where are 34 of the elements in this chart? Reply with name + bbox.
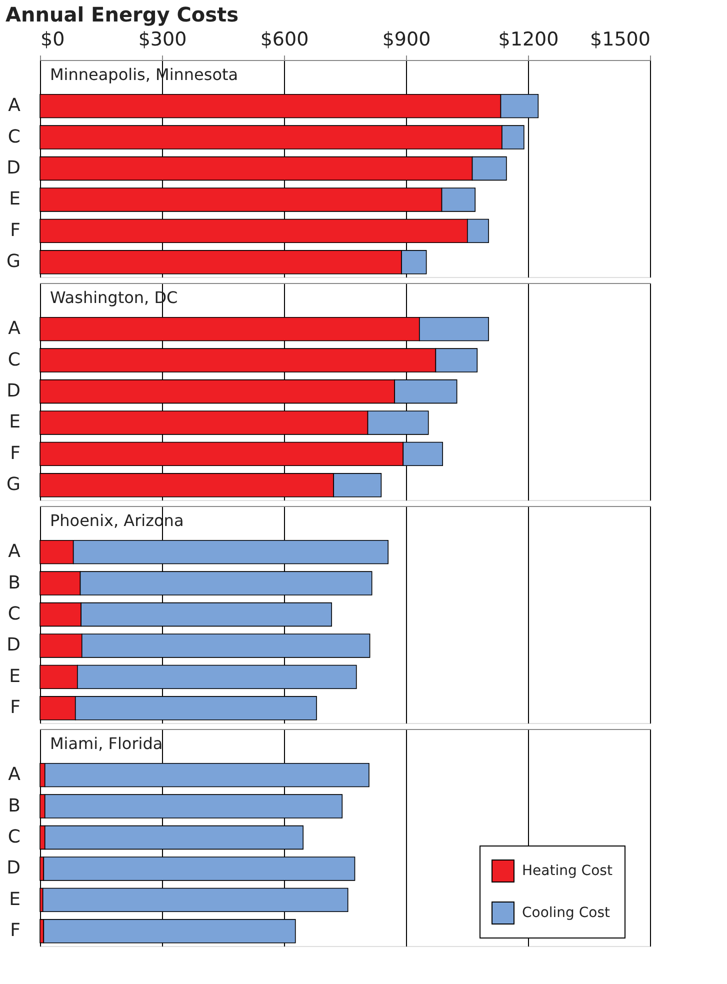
y-tick-label: A (8, 764, 22, 786)
y-tick-label: E (9, 188, 20, 210)
y-tick-label: B (8, 572, 20, 594)
y-tick-label: F (10, 220, 20, 241)
y-tick-label: B (8, 795, 20, 816)
legend-label: Cooling Cost (522, 905, 611, 921)
y-tick-label: G (6, 251, 20, 272)
y-tick-label: A (8, 95, 22, 116)
y-tick-label: D (6, 158, 20, 178)
y-tick-label: A (8, 541, 22, 562)
x-tick-label: $300 (138, 28, 187, 50)
y-tick-label: F (10, 697, 20, 718)
x-tick-label: $1500 (590, 28, 650, 50)
chart-subtitle: Miami, Florida (50, 734, 163, 753)
y-tick-label: D (6, 634, 20, 656)
y-tick-label: E (9, 412, 20, 433)
y-tick-label: C (8, 604, 20, 624)
y-tick-label: G (6, 474, 20, 496)
y-tick-label: C (8, 126, 20, 148)
y-tick-label: D (6, 858, 20, 879)
y-tick-label: A (8, 318, 22, 340)
x-tick-label: $0 (40, 28, 65, 50)
y-tick-label: C (8, 349, 20, 370)
legend-label: Heating Cost (522, 863, 613, 879)
y-tick-label: D (6, 380, 20, 402)
x-tick-label: $900 (382, 28, 431, 50)
y-tick-label: C (8, 826, 20, 848)
y-tick-label: E (9, 666, 20, 687)
y-tick-label: F (10, 920, 20, 942)
y-tick-label: E (9, 888, 20, 910)
x-tick-label: $1200 (498, 28, 559, 50)
x-tick-label: $600 (260, 28, 309, 50)
y-tick-label: F (10, 442, 20, 464)
chart-title: Annual Energy Costs (6, 2, 239, 26)
